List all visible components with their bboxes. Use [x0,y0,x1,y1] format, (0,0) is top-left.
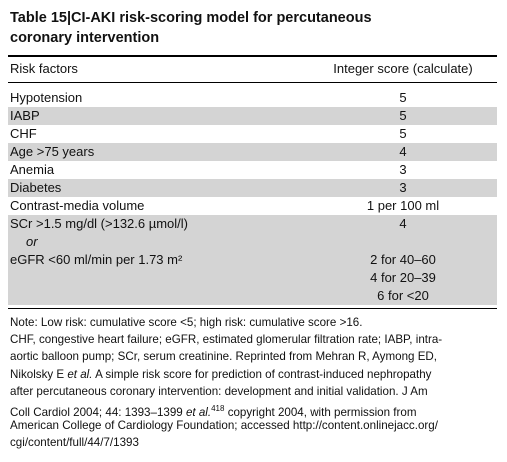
note-text: Coll Cardiol 2004; 44: 1393–1399 [10,405,186,419]
note-line: after percutaneous coronary intervention… [10,383,428,400]
title-line: coronary intervention [10,30,160,46]
note-line: Note: Low risk: cumulative score <5; hig… [10,314,362,331]
risk-factor: IABP [10,108,40,123]
header-factor: Risk factors [10,61,78,76]
note-italic: et al. [67,367,93,381]
risk-factor: Age >75 years [10,144,95,159]
row-shading [8,215,497,305]
risk-factor: Diabetes [10,180,62,195]
integer-score: 4 [399,144,407,159]
row-shading [8,179,497,197]
header-score: Integer score (calculate) [333,61,473,76]
integer-score: 5 [399,90,407,105]
note-superscript: 418 [211,404,225,413]
note-text: CHF, congestive heart failure; eGFR, est… [10,333,443,347]
note-text: Nikolsky E [10,367,68,381]
note-line: American College of Cardiology Foundatio… [10,417,438,434]
integer-score: 4 for 20–39 [370,270,436,285]
note-text: Note: Low risk: cumulative score <5; hig… [10,316,363,329]
note-italic: et al. [185,405,212,419]
integer-score: 5 [399,126,407,141]
risk-factor: or [26,234,38,249]
risk-factor: eGFR <60 ml/min per 1.73 m² [10,252,183,267]
integer-score: 3 [399,180,407,195]
note-line: aortic balloon pump; SCr, serum creatini… [10,348,437,365]
risk-factor: Hypotension [10,90,83,105]
title-line: Table 15|CI-AKI risk-scoring model for p… [10,10,372,26]
top-rule [8,55,497,57]
integer-score: 2 for 40–60 [370,252,436,267]
note-text: after percutaneous coronary intervention… [10,384,428,398]
risk-factor: SCr >1.5 mg/dl (>132.6 µmol/l) [10,216,189,231]
note-line: CHF, congestive heart failure; eGFR, est… [10,331,442,348]
integer-score: 5 [399,108,407,123]
risk-factor: Anemia [10,162,55,177]
risk-factor: Contrast-media volume [10,198,145,213]
note-text: cgi/content/full/44/7/1393 [10,436,139,450]
note-text: A simple risk score for prediction of co… [92,367,432,381]
row-shading [8,143,497,161]
note-line: Nikolsky E et al. A simple risk score fo… [10,366,431,383]
bottom-rule [8,308,497,309]
note-text: copyright 2004, with permission from [224,405,417,419]
risk-factor: CHF [10,126,37,141]
header-rule [8,82,497,83]
row-shading [8,107,497,125]
integer-score: 6 for <20 [377,288,429,303]
integer-score: 4 [399,216,407,231]
note-line: Coll Cardiol 2004; 44: 1393–1399 et al.4… [10,400,417,421]
note-text: aortic balloon pump; SCr, serum creatini… [10,350,438,364]
integer-score: 1 per 100 ml [366,198,440,213]
note-line: cgi/content/full/44/7/1393 [10,434,139,451]
integer-score: 3 [399,162,407,177]
note-text: American College of Cardiology Foundatio… [10,419,438,433]
